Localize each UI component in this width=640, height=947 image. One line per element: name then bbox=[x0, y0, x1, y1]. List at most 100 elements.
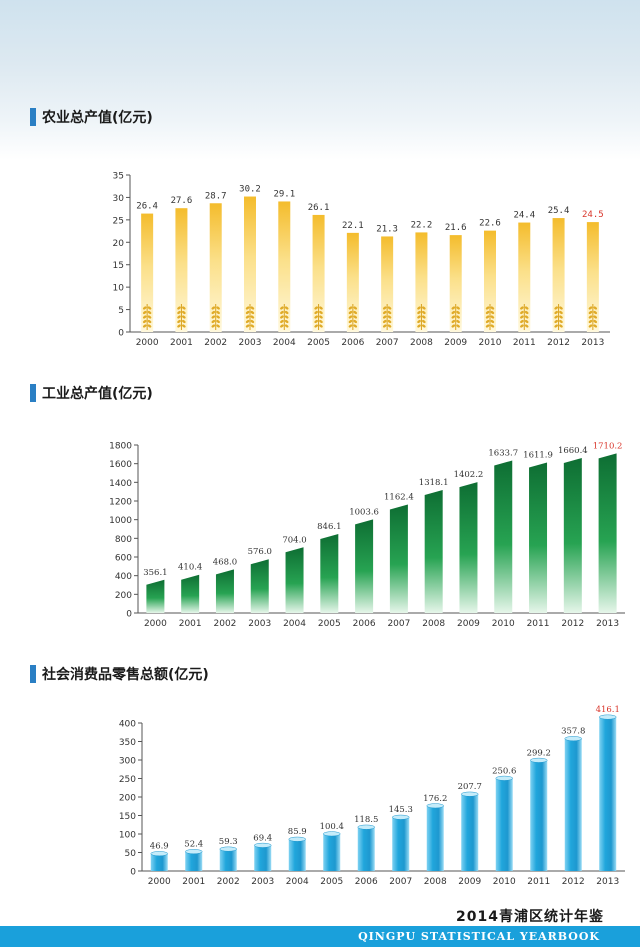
wheat-grain bbox=[451, 319, 456, 324]
data-label: 25.4 bbox=[548, 206, 570, 216]
x-tick-label: 2009 bbox=[457, 619, 480, 629]
data-label: 21.3 bbox=[376, 224, 398, 234]
wheat-grain bbox=[588, 319, 593, 324]
bar bbox=[312, 214, 325, 332]
wheat-grain bbox=[387, 306, 392, 310]
wheat-grain bbox=[559, 319, 563, 324]
wheat-grain bbox=[485, 319, 490, 324]
y-tick-label: 5 bbox=[118, 306, 124, 316]
wheat-grain bbox=[382, 315, 387, 319]
wheat-grain bbox=[456, 315, 460, 319]
data-label: 250.6 bbox=[492, 766, 516, 776]
wheat-grain bbox=[490, 315, 495, 319]
bar bbox=[181, 574, 200, 613]
data-label: 27.6 bbox=[171, 196, 193, 206]
wheat-grain bbox=[422, 315, 426, 319]
x-tick-label: 2012 bbox=[547, 338, 570, 348]
data-label: 46.9 bbox=[150, 842, 169, 852]
wheat-grain bbox=[485, 310, 490, 315]
x-tick-label: 2008 bbox=[424, 877, 447, 887]
x-tick-label: 2013 bbox=[581, 338, 604, 348]
x-tick-label: 2013 bbox=[596, 619, 619, 629]
x-tick-label: 2012 bbox=[561, 619, 584, 629]
data-label: 1660.4 bbox=[558, 446, 588, 456]
wheat-grain bbox=[284, 319, 289, 324]
wheat-grain bbox=[280, 319, 284, 324]
wheat-grain bbox=[250, 319, 255, 324]
wheat-grain bbox=[353, 315, 358, 319]
wheat-grain bbox=[216, 315, 220, 319]
wheat-grain bbox=[422, 319, 426, 324]
bar bbox=[586, 222, 599, 332]
y-tick-label: 0 bbox=[130, 868, 136, 878]
wheat-grain bbox=[314, 315, 318, 319]
wheat-grain bbox=[451, 324, 456, 328]
data-label: 26.4 bbox=[136, 202, 158, 212]
wheat-grain bbox=[417, 310, 421, 315]
data-label: 468.0 bbox=[213, 557, 237, 567]
bar bbox=[564, 738, 582, 871]
wheat-grain bbox=[319, 306, 323, 310]
x-tick-label: 2005 bbox=[318, 619, 341, 629]
wheat-grain bbox=[280, 306, 284, 310]
y-tick-label: 35 bbox=[113, 172, 124, 182]
chart3-title: 社会消费品零售总额(亿元) bbox=[42, 667, 209, 683]
agriculture-output-chart: 0 5 10 15 20 25 30 35 26.4 2000 27.6 2001 28.7 2002 30… bbox=[113, 172, 610, 348]
chart2-title-block: 工业总产值(亿元) bbox=[30, 382, 153, 404]
data-label: 1402.2 bbox=[454, 470, 484, 480]
wheat-grain bbox=[456, 319, 460, 324]
x-tick-label: 2003 bbox=[239, 338, 262, 348]
bar bbox=[323, 833, 341, 871]
y-tick-label: 600 bbox=[115, 554, 132, 564]
bar bbox=[552, 218, 565, 332]
x-tick-label: 2003 bbox=[251, 877, 274, 887]
bar bbox=[494, 460, 513, 613]
data-label: 576.0 bbox=[248, 547, 272, 557]
data-label: 299.2 bbox=[527, 748, 551, 758]
wheat-grain bbox=[485, 306, 490, 310]
data-label: 26.1 bbox=[308, 203, 330, 213]
data-label: 30.2 bbox=[239, 185, 261, 195]
data-label: 28.7 bbox=[205, 191, 227, 201]
wheat-grain bbox=[588, 310, 593, 315]
chart1-title: 农业总产值(亿元) bbox=[42, 110, 153, 126]
y-tick-label: 1800 bbox=[109, 442, 132, 452]
wheat-grain bbox=[284, 310, 289, 315]
x-tick-label: 2010 bbox=[492, 619, 515, 629]
wheat-grain bbox=[485, 315, 490, 319]
wheat-grain bbox=[593, 315, 598, 319]
x-tick-label: 2007 bbox=[376, 338, 399, 348]
bar bbox=[285, 547, 304, 613]
wheat-grain bbox=[142, 315, 147, 319]
wheat-grain bbox=[147, 319, 152, 324]
y-tick-label: 50 bbox=[125, 849, 137, 859]
x-tick-label: 2007 bbox=[387, 619, 410, 629]
wheat-grain bbox=[387, 319, 392, 324]
wheat-grain bbox=[348, 324, 353, 328]
y-tick-label: 25 bbox=[113, 216, 124, 226]
wheat-grain bbox=[559, 324, 563, 328]
chart3-title-block: 社会消费品零售总额(亿元) bbox=[30, 663, 209, 685]
x-tick-label: 2004 bbox=[273, 338, 296, 348]
wheat-grain bbox=[490, 324, 495, 328]
wheat-grain bbox=[142, 310, 147, 315]
wheat-grain bbox=[142, 319, 147, 324]
wheat-grain bbox=[314, 310, 318, 315]
data-label: 416.1 bbox=[596, 705, 620, 715]
bar bbox=[529, 462, 548, 613]
y-tick-label: 10 bbox=[113, 284, 125, 294]
header-banner-photo bbox=[0, 0, 640, 160]
bar bbox=[563, 458, 582, 613]
wheat-grain bbox=[451, 306, 456, 310]
y-tick-label: 1400 bbox=[109, 479, 132, 489]
x-tick-label: 2001 bbox=[182, 877, 205, 887]
yearbook-subtitle: QINGPU STATISTICAL YEARBOOK bbox=[358, 930, 600, 943]
y-tick-label: 15 bbox=[113, 261, 124, 271]
x-tick-label: 2001 bbox=[170, 338, 193, 348]
wheat-grain bbox=[382, 319, 387, 324]
wheat-grain bbox=[142, 306, 147, 310]
bar bbox=[599, 717, 617, 871]
y-tick-label: 800 bbox=[115, 535, 132, 545]
wheat-grain bbox=[524, 315, 529, 319]
bar bbox=[219, 849, 237, 871]
